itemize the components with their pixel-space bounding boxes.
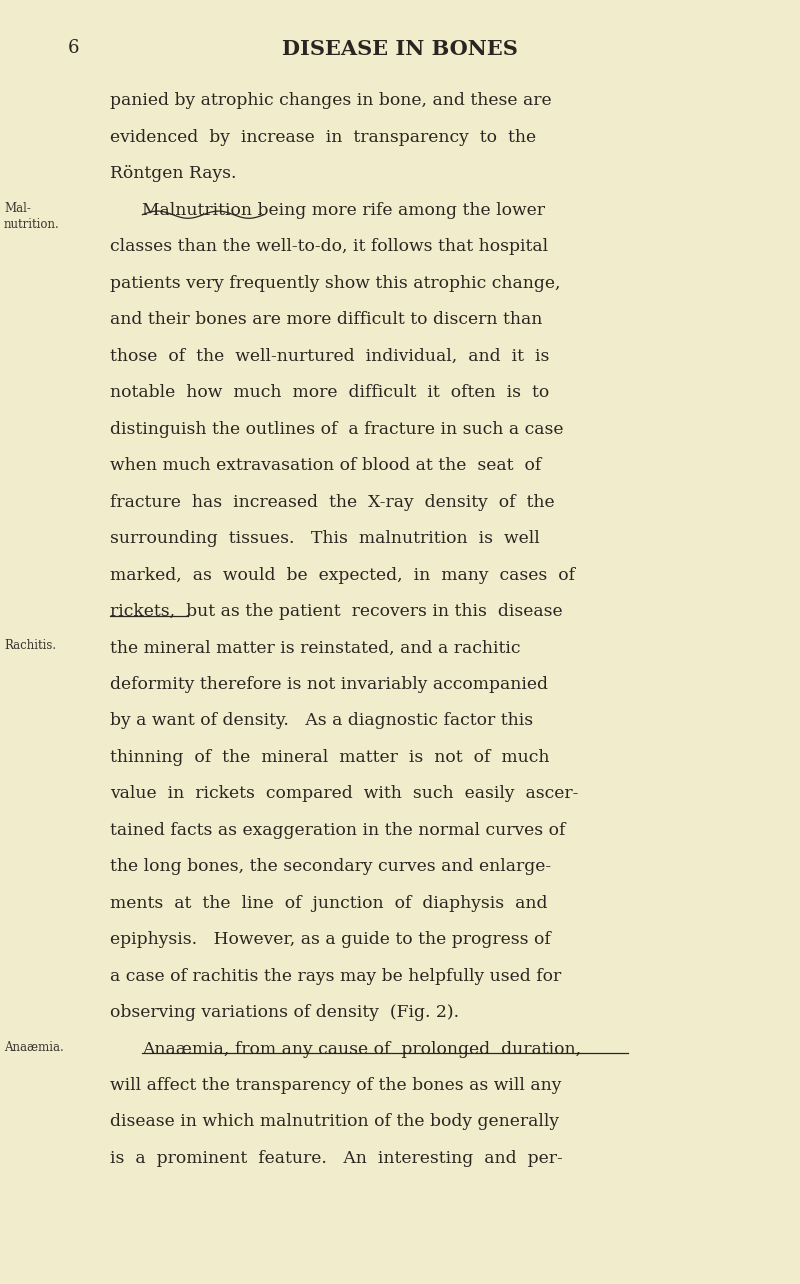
Text: patients very frequently show this atrophic change,: patients very frequently show this atrop…: [110, 275, 561, 291]
Text: observing variations of density  (Fig. 2).: observing variations of density (Fig. 2)…: [110, 1004, 459, 1021]
Text: ments  at  the  line  of  junction  of  diaphysis  and: ments at the line of junction of diaphys…: [110, 895, 548, 912]
Text: DISEASE IN BONES: DISEASE IN BONES: [282, 39, 518, 59]
Text: distinguish the outlines of  a fracture in such a case: distinguish the outlines of a fracture i…: [110, 421, 564, 438]
Text: Röntgen Rays.: Röntgen Rays.: [110, 166, 237, 182]
Text: notable  how  much  more  difficult  it  often  is  to: notable how much more difficult it often…: [110, 384, 550, 401]
Text: Mal-
nutrition.: Mal- nutrition.: [4, 202, 60, 231]
Text: epiphysis.   However, as a guide to the progress of: epiphysis. However, as a guide to the pr…: [110, 931, 551, 948]
Text: a case of rachitis the rays may be helpfully used for: a case of rachitis the rays may be helpf…: [110, 968, 562, 985]
Text: classes than the well-to-do, it follows that hospital: classes than the well-to-do, it follows …: [110, 239, 549, 256]
Text: surrounding  tissues.   This  malnutrition  is  well: surrounding tissues. This malnutrition i…: [110, 530, 540, 547]
Text: value  in  rickets  compared  with  such  easily  ascer-: value in rickets compared with such easi…: [110, 786, 578, 802]
Text: evidenced  by  increase  in  transparency  to  the: evidenced by increase in transparency to…: [110, 128, 537, 146]
Text: deformity therefore is not invariably accompanied: deformity therefore is not invariably ac…: [110, 675, 549, 693]
Text: 6: 6: [68, 39, 79, 56]
Text: tained facts as exaggeration in the normal curves of: tained facts as exaggeration in the norm…: [110, 822, 566, 838]
Text: panied by atrophic changes in bone, and these are: panied by atrophic changes in bone, and …: [110, 92, 552, 109]
Text: the mineral matter is reinstated, and a rachitic: the mineral matter is reinstated, and a …: [110, 639, 521, 656]
Text: by a want of density.   As a diagnostic factor this: by a want of density. As a diagnostic fa…: [110, 713, 534, 729]
Text: disease in which malnutrition of the body generally: disease in which malnutrition of the bod…: [110, 1113, 559, 1130]
Text: those  of  the  well-nurtured  individual,  and  it  is: those of the well-nurtured individual, a…: [110, 348, 550, 365]
Text: and their bones are more difficult to discern than: and their bones are more difficult to di…: [110, 311, 542, 329]
Text: Malnutrition being more rife among the lower: Malnutrition being more rife among the l…: [142, 202, 546, 218]
Text: will affect the transparency of the bones as will any: will affect the transparency of the bone…: [110, 1077, 562, 1094]
Text: Rachitis.: Rachitis.: [4, 639, 56, 652]
Text: the long bones, the secondary curves and enlarge-: the long bones, the secondary curves and…: [110, 858, 551, 876]
Text: when much extravasation of blood at the  seat  of: when much extravasation of blood at the …: [110, 457, 542, 474]
Text: fracture  has  increased  the  X-ray  density  of  the: fracture has increased the X-ray density…: [110, 493, 555, 511]
Text: rickets,  but as the patient  recovers in this  disease: rickets, but as the patient recovers in …: [110, 603, 563, 620]
Text: Anaæmia.: Anaæmia.: [4, 1040, 64, 1054]
Text: is  a  prominent  feature.   An  interesting  and  per-: is a prominent feature. An interesting a…: [110, 1150, 563, 1167]
Text: thinning  of  the  mineral  matter  is  not  of  much: thinning of the mineral matter is not of…: [110, 749, 550, 765]
Text: Anaæmia, from any cause of  prolonged  duration,: Anaæmia, from any cause of prolonged dur…: [142, 1040, 582, 1058]
Text: marked,  as  would  be  expected,  in  many  cases  of: marked, as would be expected, in many ca…: [110, 566, 575, 583]
